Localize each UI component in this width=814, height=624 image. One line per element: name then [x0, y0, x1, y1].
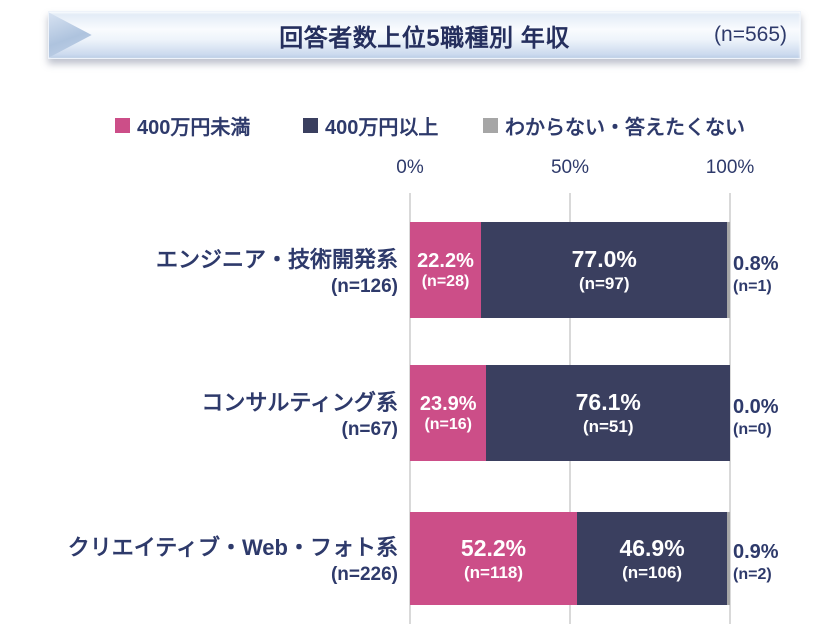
category-name: クリエイティブ・Web・フォト系 [67, 535, 398, 561]
category-label-engineer: エンジニア・技術開発系 (n=126) [0, 224, 398, 320]
stacked-bar-consulting: 23.9% (n=16) 76.1% (n=51) [410, 365, 730, 461]
legend-label: 400万円未満 [137, 116, 251, 139]
legend-swatch-gray [483, 117, 498, 133]
legend-swatch-pink [115, 117, 130, 133]
segment-n-label: (n=51) [582, 417, 634, 437]
outside-value-label: 0.9% (n=2) [733, 516, 813, 609]
gridline-100pct [729, 193, 731, 624]
category-label-creative: クリエイティブ・Web・フォト系 (n=226) [0, 514, 398, 607]
legend-item-unknown: わからない・答えたくない [483, 110, 745, 140]
segment-percent-label: 22.2% [417, 249, 474, 272]
bar-segment-under400: 52.2% (n=118) [410, 512, 578, 605]
legend-label: 400万円以上 [325, 116, 439, 139]
legend-label: わからない・答えたくない [505, 116, 745, 139]
segment-n-label: (n=118) [463, 562, 524, 582]
segment-n-label: (n=28) [421, 272, 470, 290]
segment-n-label: (n=97) [578, 274, 630, 294]
bar-segment-unknown [727, 222, 730, 318]
segment-n-label: (n=16) [424, 415, 473, 433]
outside-n: (n=1) [733, 277, 772, 295]
outside-percent: 0.0% [733, 395, 779, 418]
segment-percent-label: 52.2% [460, 534, 527, 561]
outside-n: (n=0) [733, 420, 772, 438]
x-axis-tick-0: 0% [396, 157, 424, 178]
segment-percent-label: 77.0% [571, 246, 637, 273]
category-name: エンジニア・技術開発系 [155, 246, 398, 272]
category-n: (n=67) [341, 418, 399, 440]
bar-segment-unknown [727, 512, 730, 605]
category-label-consulting: コンサルティング系 (n=67) [0, 367, 398, 463]
legend-item-over-400: 400万円以上 [303, 110, 438, 140]
outside-percent: 0.8% [733, 252, 779, 275]
bar-segment-over400: 77.0% (n=97) [481, 222, 728, 318]
title-banner: 回答者数上位5職種別 年収 (n=565) [48, 11, 801, 59]
stacked-bar-creative: 52.2% (n=118) 46.9% (n=106) [410, 512, 730, 605]
x-axis-tick-50: 50% [550, 157, 590, 178]
bar-segment-over400: 76.1% (n=51) [486, 365, 730, 461]
outside-value-label: 0.8% (n=1) [733, 226, 813, 322]
category-n: (n=126) [330, 275, 398, 297]
legend-swatch-navy [303, 117, 318, 133]
segment-percent-label: 76.1% [575, 389, 641, 416]
total-respondents-count: (n=565) [714, 23, 787, 46]
banner-chevron-icon [49, 12, 92, 58]
segment-n-label: (n=106) [622, 562, 683, 582]
outside-n: (n=2) [733, 566, 772, 583]
legend-item-under-400: 400万円未満 [115, 110, 250, 140]
x-axis-tick-100: 100% [705, 157, 755, 178]
category-name: コンサルティング系 [201, 389, 398, 415]
bar-segment-under400: 23.9% (n=16) [410, 365, 487, 461]
segment-percent-label: 46.9% [619, 534, 685, 561]
page-title: 回答者数上位5職種別 年収 [279, 24, 570, 52]
bar-segment-under400: 22.2% (n=28) [410, 222, 482, 318]
category-n: (n=226) [330, 564, 398, 585]
outside-percent: 0.9% [733, 541, 779, 563]
segment-percent-label: 23.9% [419, 392, 477, 415]
bar-segment-over400: 46.9% (n=106) [577, 512, 728, 605]
outside-value-label: 0.0% (n=0) [733, 369, 813, 465]
stacked-bar-engineer: 22.2% (n=28) 77.0% (n=97) [410, 222, 730, 318]
